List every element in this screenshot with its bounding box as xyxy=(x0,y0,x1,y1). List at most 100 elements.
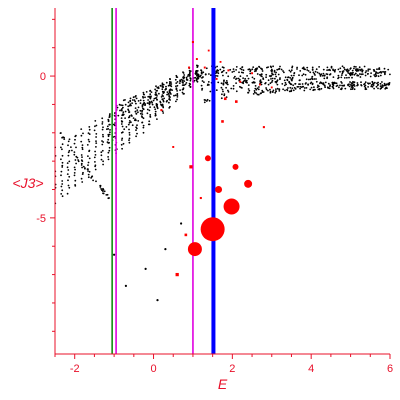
data-point xyxy=(364,81,367,84)
data-point xyxy=(188,82,191,85)
data-point xyxy=(245,81,247,84)
data-point xyxy=(282,88,284,91)
data-point xyxy=(242,71,245,74)
data-point xyxy=(86,168,89,171)
data-point xyxy=(238,71,240,74)
data-point xyxy=(323,74,326,77)
data-point xyxy=(318,85,320,88)
data-point xyxy=(220,71,223,74)
data-point xyxy=(80,154,83,156)
data-point xyxy=(254,68,257,71)
data-point xyxy=(136,124,138,127)
data-point xyxy=(227,75,230,78)
data-point xyxy=(61,183,64,185)
data-point xyxy=(284,89,286,92)
data-point xyxy=(127,123,130,126)
data-point xyxy=(189,71,191,74)
data-point xyxy=(154,88,157,91)
data-point xyxy=(373,74,376,76)
data-point xyxy=(291,87,294,90)
data-point xyxy=(261,91,264,93)
data-point xyxy=(346,68,348,71)
data-point xyxy=(201,80,204,82)
data-point xyxy=(235,90,238,93)
data-point xyxy=(175,87,178,90)
data-point xyxy=(124,284,127,287)
data-point xyxy=(338,86,340,89)
data-point xyxy=(197,74,200,76)
data-point xyxy=(121,104,124,107)
data-point xyxy=(132,117,135,119)
data-point xyxy=(156,98,158,101)
data-point xyxy=(80,162,83,165)
data-point xyxy=(261,70,264,72)
data-point xyxy=(253,81,256,84)
data-point xyxy=(298,74,300,77)
data-point xyxy=(141,121,144,124)
data-point xyxy=(284,81,287,84)
data-point xyxy=(267,79,270,82)
data-point xyxy=(342,70,345,72)
data-point xyxy=(93,156,96,159)
data-point xyxy=(335,82,338,85)
data-point xyxy=(167,92,170,95)
data-point xyxy=(88,149,91,152)
data-point xyxy=(116,106,119,109)
data-point xyxy=(326,69,328,71)
data-point xyxy=(347,84,349,87)
data-point xyxy=(353,67,355,70)
data-point xyxy=(151,103,154,106)
data-point xyxy=(159,84,162,87)
data-point xyxy=(74,138,76,141)
data-point xyxy=(373,81,376,84)
data-point xyxy=(363,65,366,68)
data-point xyxy=(169,78,172,81)
data-point xyxy=(148,103,151,106)
red-marker xyxy=(203,66,206,69)
data-point xyxy=(88,157,91,160)
data-point xyxy=(95,180,97,183)
vertical-lines xyxy=(111,8,216,354)
data-point xyxy=(88,128,91,131)
data-point xyxy=(121,120,124,123)
data-point xyxy=(314,70,317,73)
data-point xyxy=(377,87,379,90)
data-point xyxy=(120,109,123,111)
data-point xyxy=(348,85,351,88)
data-point xyxy=(94,120,97,122)
data-point xyxy=(332,87,335,90)
data-point xyxy=(282,70,284,72)
data-point xyxy=(309,88,312,91)
data-point xyxy=(163,97,166,100)
data-point xyxy=(201,89,203,91)
data-point xyxy=(107,133,110,136)
red-marker xyxy=(232,163,239,170)
data-point xyxy=(135,135,138,138)
data-point xyxy=(355,66,357,68)
data-point xyxy=(279,65,281,68)
data-point xyxy=(220,82,223,85)
data-point xyxy=(291,79,293,82)
data-point xyxy=(142,124,145,127)
data-point xyxy=(68,138,71,141)
data-point xyxy=(155,103,158,105)
data-point xyxy=(61,154,64,157)
data-point xyxy=(319,82,321,85)
data-point xyxy=(180,222,183,225)
data-point xyxy=(95,124,98,127)
data-point xyxy=(61,189,64,192)
data-point xyxy=(208,84,210,86)
data-point xyxy=(367,82,370,85)
data-point xyxy=(350,82,353,84)
data-point xyxy=(107,135,110,138)
data-point xyxy=(124,103,127,106)
data-point xyxy=(293,72,296,74)
data-point xyxy=(276,68,279,71)
data-point xyxy=(105,194,108,196)
data-point xyxy=(251,76,254,79)
data-point xyxy=(339,67,342,70)
data-point xyxy=(95,133,98,135)
data-point xyxy=(182,71,184,74)
data-point xyxy=(170,83,173,85)
